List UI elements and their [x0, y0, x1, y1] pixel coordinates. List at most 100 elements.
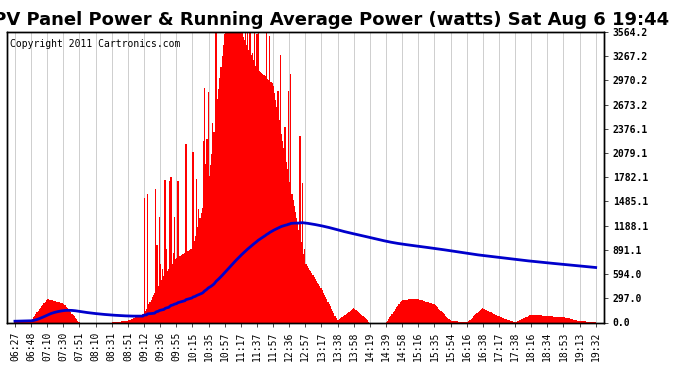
Bar	[72, 315, 74, 322]
Bar	[575, 320, 577, 322]
Bar	[259, 70, 260, 322]
Bar	[205, 164, 206, 322]
Bar	[48, 299, 49, 322]
Bar	[64, 306, 66, 322]
Bar	[537, 315, 538, 322]
Text: Total PV Panel Power & Running Average Power (watts) Sat Aug 6 19:44: Total PV Panel Power & Running Average P…	[0, 11, 669, 29]
Bar	[26, 321, 27, 322]
Bar	[211, 154, 213, 322]
Bar	[169, 181, 170, 322]
Bar	[518, 321, 520, 322]
Bar	[45, 302, 46, 322]
Bar	[52, 301, 54, 322]
Bar	[326, 300, 328, 322]
Bar	[484, 309, 486, 322]
Bar	[303, 254, 304, 322]
Bar	[40, 308, 41, 322]
Bar	[487, 310, 488, 322]
Bar	[491, 313, 493, 322]
Bar	[272, 83, 273, 322]
Bar	[306, 266, 308, 322]
Bar	[489, 312, 491, 322]
Bar	[33, 317, 34, 322]
Bar	[261, 73, 262, 322]
Bar	[284, 127, 286, 322]
Bar	[42, 305, 43, 322]
Bar	[66, 307, 67, 322]
Bar	[238, 32, 239, 322]
Bar	[533, 315, 535, 322]
Bar	[304, 249, 306, 322]
Bar	[551, 316, 552, 322]
Bar	[506, 320, 508, 322]
Bar	[472, 318, 473, 322]
Bar	[283, 148, 284, 322]
Bar	[425, 302, 426, 322]
Bar	[413, 299, 415, 322]
Bar	[550, 316, 551, 322]
Bar	[558, 317, 559, 322]
Bar	[74, 316, 75, 322]
Bar	[297, 224, 298, 322]
Bar	[437, 308, 438, 322]
Bar	[432, 304, 433, 322]
Bar	[159, 217, 160, 322]
Bar	[179, 256, 181, 322]
Bar	[18, 321, 19, 322]
Bar	[190, 249, 191, 322]
Bar	[125, 321, 126, 322]
Bar	[497, 316, 499, 322]
Bar	[406, 300, 408, 322]
Bar	[167, 271, 168, 322]
Bar	[54, 301, 55, 322]
Bar	[241, 32, 242, 322]
Bar	[153, 295, 154, 322]
Bar	[582, 321, 584, 322]
Bar	[254, 32, 255, 322]
Bar	[196, 179, 197, 322]
Bar	[424, 301, 425, 322]
Bar	[35, 314, 37, 322]
Bar	[546, 316, 547, 322]
Bar	[171, 264, 172, 322]
Bar	[397, 306, 398, 322]
Bar	[494, 314, 495, 322]
Bar	[532, 315, 533, 322]
Bar	[328, 304, 330, 322]
Bar	[170, 177, 172, 322]
Bar	[189, 250, 190, 322]
Bar	[411, 299, 413, 322]
Bar	[57, 302, 59, 322]
Bar	[67, 308, 68, 322]
Bar	[160, 264, 161, 322]
Bar	[250, 55, 252, 322]
Bar	[28, 321, 30, 322]
Bar	[580, 321, 581, 322]
Bar	[311, 273, 313, 322]
Bar	[502, 318, 503, 322]
Bar	[242, 37, 244, 322]
Bar	[201, 208, 203, 322]
Bar	[224, 34, 225, 322]
Bar	[305, 264, 306, 322]
Bar	[525, 317, 526, 322]
Bar	[332, 311, 333, 322]
Bar	[445, 316, 446, 322]
Bar	[177, 181, 179, 322]
Bar	[315, 279, 316, 322]
Bar	[239, 32, 240, 322]
Bar	[584, 321, 586, 322]
Bar	[540, 315, 542, 322]
Bar	[431, 303, 432, 322]
Bar	[346, 314, 347, 322]
Bar	[140, 315, 141, 322]
Bar	[553, 316, 554, 322]
Bar	[450, 320, 451, 322]
Bar	[70, 312, 72, 322]
Bar	[172, 254, 174, 322]
Bar	[318, 284, 319, 322]
Bar	[147, 194, 148, 322]
Bar	[176, 258, 177, 322]
Bar	[317, 283, 318, 322]
Bar	[442, 313, 444, 322]
